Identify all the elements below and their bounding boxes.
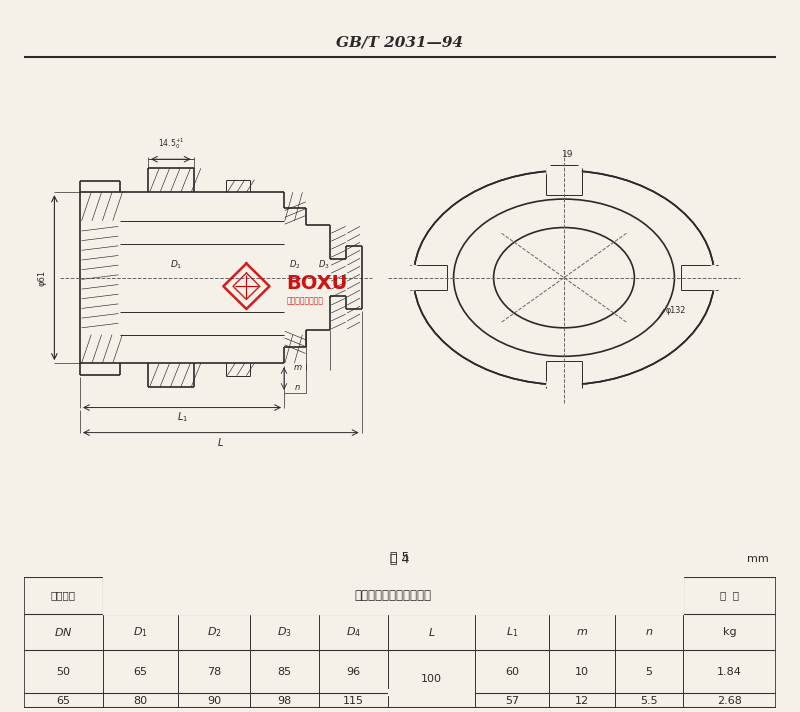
Text: 65: 65	[57, 696, 70, 706]
Text: 1.84: 1.84	[717, 666, 742, 676]
Text: $n$: $n$	[294, 382, 301, 392]
Text: 90: 90	[207, 696, 221, 706]
Text: 50: 50	[57, 666, 70, 676]
Text: $m$: $m$	[293, 363, 302, 372]
Text: $D_2$: $D_2$	[206, 625, 222, 639]
Text: 表 5: 表 5	[390, 550, 410, 564]
Text: 57: 57	[505, 696, 519, 706]
Text: 图 4: 图 4	[390, 553, 410, 566]
Text: 5.5: 5.5	[640, 696, 658, 706]
Text: 100: 100	[421, 674, 442, 684]
Text: GB/T 2031—94: GB/T 2031—94	[337, 36, 463, 50]
Text: 14.5$^{+1}_{0}$: 14.5$^{+1}_{0}$	[158, 136, 185, 151]
Text: $L$: $L$	[428, 626, 435, 638]
Text: 2.68: 2.68	[717, 696, 742, 706]
Text: kg: kg	[722, 627, 736, 637]
Text: $D_3$: $D_3$	[318, 259, 330, 271]
Polygon shape	[546, 361, 582, 387]
Text: $D_3$: $D_3$	[277, 625, 292, 639]
Text: mm: mm	[746, 553, 769, 564]
Text: $L_1$: $L_1$	[177, 410, 188, 424]
Text: 主要外形尺寸和连接尺寸: 主要外形尺寸和连接尺寸	[354, 589, 431, 602]
Polygon shape	[681, 265, 718, 290]
Polygon shape	[410, 265, 447, 290]
Text: φ132: φ132	[666, 306, 686, 315]
Text: 60: 60	[505, 666, 519, 676]
Text: $D_2$: $D_2$	[289, 259, 300, 271]
Text: 85: 85	[277, 666, 291, 676]
Text: 78: 78	[206, 666, 221, 676]
Text: 19: 19	[562, 150, 574, 159]
Text: $L_1$: $L_1$	[506, 625, 518, 639]
Text: 12: 12	[575, 696, 589, 706]
Text: φ61: φ61	[37, 270, 46, 286]
Text: 主要外形尺寸和连接尺寸: 主要外形尺寸和连接尺寸	[354, 589, 431, 602]
Text: 115: 115	[343, 696, 364, 706]
Text: $n$: $n$	[645, 627, 653, 637]
Text: 重  量: 重 量	[720, 590, 739, 600]
Text: $D_4$: $D_4$	[346, 625, 361, 639]
Text: 96: 96	[346, 666, 361, 676]
Text: 10: 10	[575, 666, 589, 676]
Text: 80: 80	[134, 696, 148, 706]
Text: $D_1$: $D_1$	[133, 625, 148, 639]
Text: $DN$: $DN$	[54, 626, 73, 638]
Text: $L$: $L$	[218, 436, 224, 448]
Text: 65: 65	[134, 666, 147, 676]
Text: 98: 98	[277, 696, 291, 706]
Text: BOXU: BOXU	[286, 274, 348, 293]
Bar	[388, 689, 475, 696]
Text: 公称通径: 公称通径	[51, 590, 76, 600]
Text: $D_1$: $D_1$	[170, 259, 182, 271]
Polygon shape	[546, 168, 582, 194]
Text: 5: 5	[646, 666, 653, 676]
Text: $m$: $m$	[576, 627, 588, 637]
Text: 博旭船用阁門制造: 博旭船用阁門制造	[286, 296, 323, 305]
